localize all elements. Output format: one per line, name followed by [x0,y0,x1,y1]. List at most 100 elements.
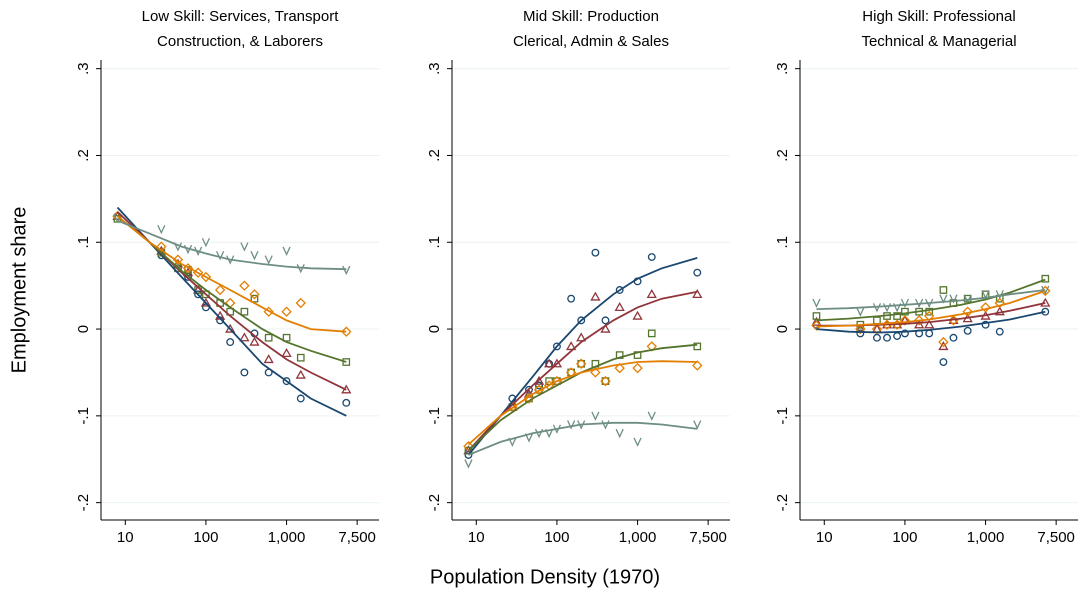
x-tick-label: 1,000 [268,529,306,546]
point [250,294,259,303]
point [646,289,657,298]
fit-line [467,257,698,456]
y-tick-label: -.2 [426,494,443,512]
point [601,420,610,430]
chart-title: Low Skill: Services, Transport [142,8,340,25]
x-tick-label: 10 [117,529,134,546]
x-tick-label: 7,500 [338,529,376,546]
point [577,316,586,325]
y-tick-label: .2 [774,149,791,162]
point [282,377,291,386]
y-tick-label: .3 [774,62,791,75]
point [295,297,306,309]
point [962,306,973,317]
chart-title: Construction, & Laborers [157,33,323,50]
point [1040,285,1051,297]
fit-line [468,421,698,456]
point [893,332,902,340]
y-tick-label: 0 [75,325,92,333]
point [226,338,235,347]
point [949,294,958,304]
y-tick-label: -.1 [75,407,92,425]
point [295,369,306,379]
point [590,291,601,301]
x-tick-label: 100 [193,529,218,546]
point [647,411,656,421]
point [693,342,702,351]
point [693,268,702,277]
point [282,333,291,342]
point [873,316,881,325]
point [938,341,949,351]
point [523,393,535,404]
y-tick-label: .3 [75,62,92,75]
point [692,360,703,371]
y-tick-label: 0 [774,325,791,333]
point [464,459,473,469]
point [600,323,611,333]
chart-title: Technical & Managerial [861,33,1016,50]
point [591,248,600,257]
fit-line [816,289,1046,310]
point [202,290,210,299]
point [567,294,576,303]
x-tick-label: 1,000 [967,529,1005,546]
point [341,326,352,337]
point [194,290,203,299]
point [811,316,822,326]
point [342,398,351,407]
point [915,298,924,309]
y-axis-label: Employment share [8,207,30,374]
point [871,323,883,335]
point [591,411,600,421]
point [535,381,543,390]
point [508,437,517,447]
point [296,353,305,362]
point [282,246,291,256]
chart-title: High Skill: Professional [862,8,1015,25]
point [981,320,990,329]
point [1040,297,1051,307]
point [855,323,866,335]
point [1041,285,1050,296]
point [600,375,611,387]
point [995,290,1004,300]
y-tick-label: -.2 [75,494,92,512]
point [551,358,563,368]
y-tick-label: -.1 [774,407,791,425]
point [263,354,274,364]
point [893,312,901,320]
point [883,333,891,342]
point [264,255,273,265]
point [225,323,236,333]
fit-line [117,219,347,271]
point [552,424,562,434]
point [545,428,554,439]
point [939,358,948,366]
point [601,316,610,325]
point [250,251,259,261]
point [693,420,702,430]
point [914,319,925,329]
y-tick-label: .1 [75,236,92,249]
y-tick-label: -.2 [774,494,791,512]
point [939,286,948,294]
point [963,294,972,304]
point [812,298,821,309]
y-tick-label: .1 [426,236,443,249]
point [632,362,643,374]
point [342,358,351,366]
point [249,289,260,300]
point [525,385,533,394]
point [240,242,249,252]
point [524,433,534,443]
point [249,336,260,346]
point [924,319,935,329]
fit-line [467,360,698,446]
x-tick-label: 1,000 [619,529,657,546]
x-axis-label: Population Density (1970) [430,566,660,588]
point [873,333,881,342]
point [239,332,250,342]
point [577,420,586,430]
point [281,348,292,358]
